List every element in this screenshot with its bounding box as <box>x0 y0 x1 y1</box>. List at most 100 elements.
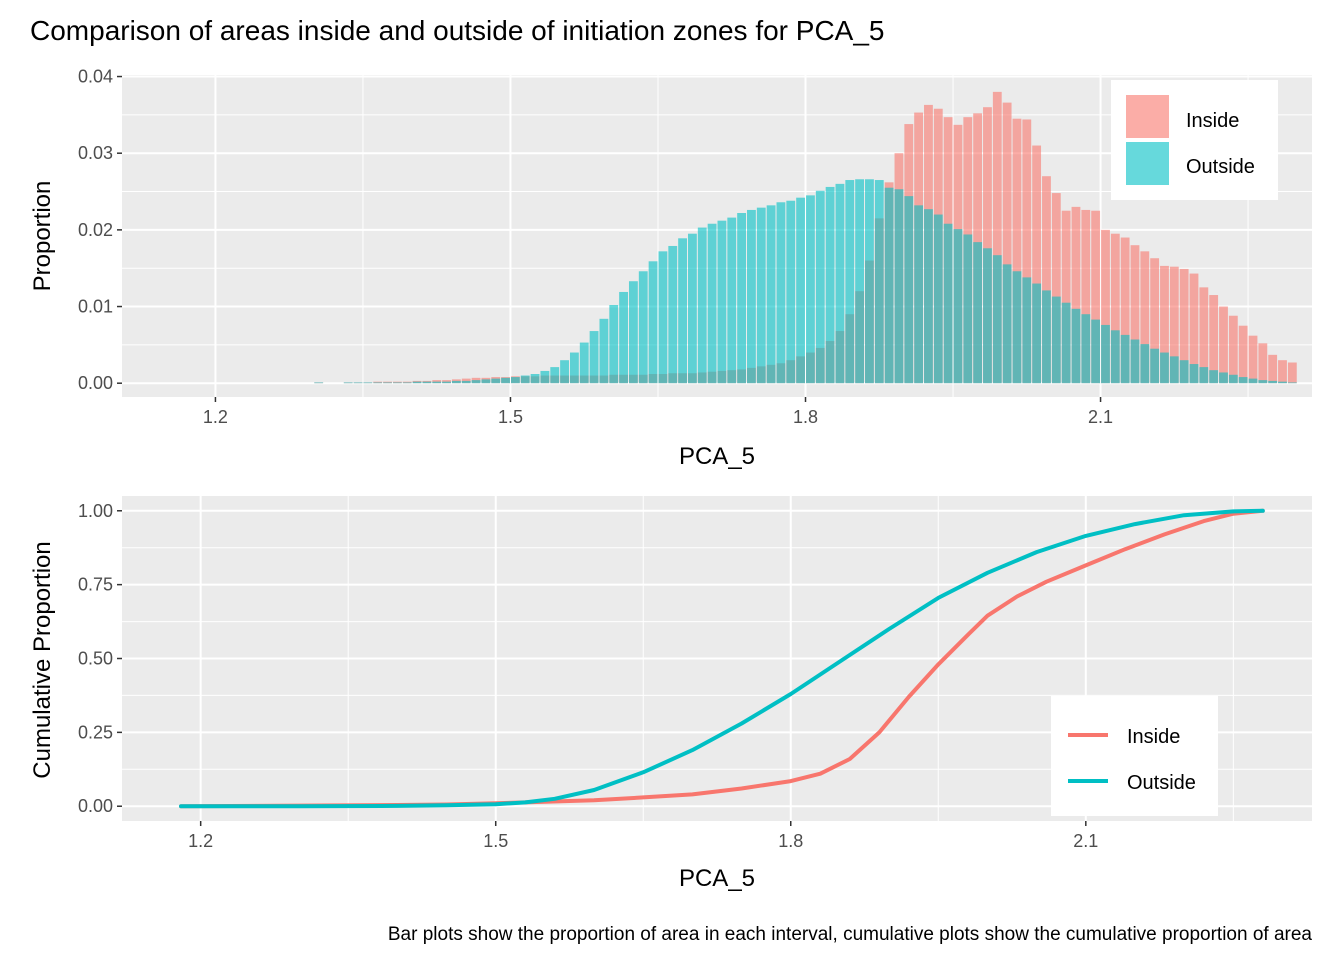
histogram-bar-outside <box>638 271 648 384</box>
histogram-legend: Inside Outside <box>1111 80 1278 200</box>
histogram-y-tick-label: 0.01 <box>78 297 113 317</box>
histogram-bar-outside <box>1051 296 1061 384</box>
cumulative-y-axis-title: Cumulative Proportion <box>29 541 56 778</box>
histogram-bar-outside <box>1169 356 1179 384</box>
histogram-bar-outside <box>1248 378 1258 384</box>
histogram-bar-outside <box>914 205 924 384</box>
histogram-bar-inside <box>1110 233 1120 384</box>
histogram-bar-outside <box>658 251 668 384</box>
cumulative-legend: Inside Outside <box>1051 696 1218 816</box>
histogram-bar-outside <box>1209 370 1219 384</box>
histogram-bar-outside <box>1179 360 1189 384</box>
histogram-bar-outside <box>501 377 510 384</box>
histogram-bar-outside <box>806 195 815 384</box>
histogram-bar-outside <box>1110 330 1120 384</box>
histogram-bar-inside <box>1278 360 1287 384</box>
histogram-bar-inside <box>1150 258 1160 384</box>
histogram-bar-outside <box>1022 277 1032 384</box>
histogram-y-tick-label: 0.00 <box>78 373 113 393</box>
histogram-bar-inside <box>1042 176 1051 384</box>
histogram-bar-outside <box>589 331 599 384</box>
histogram-bar-outside <box>1061 302 1071 384</box>
histogram-bar-outside <box>747 209 756 384</box>
histogram-bar-outside <box>471 380 481 384</box>
histogram-bar-outside <box>481 379 491 384</box>
cumulative-x-tick-label: 1.8 <box>778 831 803 851</box>
histogram-bar-outside <box>579 342 589 384</box>
histogram-bar-outside <box>953 229 963 384</box>
histogram-bar-outside <box>560 360 569 384</box>
histogram-bar-outside <box>1160 352 1169 384</box>
histogram-legend-label-outside: Outside <box>1186 156 1255 178</box>
histogram-bar-outside <box>845 180 855 384</box>
histogram-bar-outside <box>314 382 324 384</box>
histogram-bar-inside <box>1287 362 1297 384</box>
histogram-bar-outside <box>963 234 973 384</box>
histogram-bar-outside <box>884 187 894 384</box>
histogram-bar-inside <box>1169 266 1179 384</box>
figure-title: Comparison of areas inside and outside o… <box>30 15 885 46</box>
histogram-bar-outside <box>1130 339 1140 384</box>
histogram-x-tick-label: 2.1 <box>1088 407 1113 427</box>
histogram-x-tick-label: 1.8 <box>793 407 818 427</box>
histogram-bar-outside <box>776 202 786 384</box>
histogram-bar-inside <box>1032 145 1042 384</box>
histogram-bar-inside <box>1248 335 1258 384</box>
cumulative-line-outside <box>179 508 1265 809</box>
cumulative-y-tick-label: 0.25 <box>78 722 113 742</box>
histogram-bar-outside <box>874 180 884 384</box>
histogram-bar-outside <box>412 381 422 384</box>
histogram-bar-outside <box>392 382 402 384</box>
histogram-bar-outside <box>756 207 766 384</box>
histogram-bar-outside <box>865 179 874 384</box>
histogram-bar-outside <box>491 378 501 384</box>
histogram-bar-outside <box>1081 314 1091 384</box>
histogram-y-tick-label: 0.02 <box>78 220 113 240</box>
histogram-bar-outside <box>943 223 953 384</box>
histogram-bar-outside <box>678 238 687 384</box>
histogram-bar-outside <box>1032 283 1042 384</box>
histogram-bar-outside <box>1091 319 1101 384</box>
histogram-bar-outside <box>363 382 373 384</box>
histogram-bar-inside <box>983 107 992 384</box>
histogram-bar-inside <box>1091 210 1101 384</box>
histogram-bar-outside <box>1258 380 1268 384</box>
cumulative-x-tick-label: 1.5 <box>483 831 508 851</box>
histogram-bar-outside <box>1287 382 1297 384</box>
histogram-bar-outside <box>599 318 609 384</box>
histogram-bar-outside <box>343 382 353 384</box>
histogram-bar-outside <box>569 352 579 384</box>
histogram-bar-inside <box>992 91 1002 384</box>
cumulative-y-tick-label: 1.00 <box>78 501 113 521</box>
histogram-bar-inside <box>1219 306 1228 384</box>
histogram-bar-inside <box>1022 119 1032 384</box>
cumulative-legend-box <box>1051 696 1218 816</box>
histogram-bar-outside <box>687 233 697 384</box>
histogram-bar-outside <box>737 213 747 384</box>
histogram-bar-outside <box>1012 271 1022 384</box>
histogram-bar-inside <box>1140 251 1150 384</box>
histogram-bar-outside <box>1140 344 1150 384</box>
histogram-bars-outside <box>314 179 1297 384</box>
histogram-axes: 0.00 0.01 0.02 0.03 0.04 1.2 1.5 1.8 2.1 <box>78 67 1113 427</box>
histogram-bar-outside <box>786 200 796 384</box>
histogram-bar-outside <box>796 197 806 384</box>
histogram-bar-outside <box>1150 348 1160 384</box>
histogram-bar-outside <box>442 381 451 384</box>
histogram-bar-outside <box>668 245 678 384</box>
histogram-bar-inside <box>1130 245 1140 384</box>
histogram-bar-outside <box>530 374 540 384</box>
histogram-bar-outside <box>717 220 727 384</box>
histogram-bar-inside <box>1120 237 1130 384</box>
histogram-bar-inside <box>1199 287 1209 384</box>
histogram-x-tick-label: 1.5 <box>498 407 523 427</box>
histogram-bar-outside <box>835 183 845 384</box>
histogram-bar-inside <box>1071 206 1081 384</box>
histogram-bar-outside <box>815 190 825 384</box>
cumulative-x-tick-label: 2.1 <box>1073 831 1098 851</box>
histogram-bar-outside <box>1219 372 1228 384</box>
histogram-bar-outside <box>1189 364 1199 384</box>
histogram-y-tick-label: 0.04 <box>78 67 113 87</box>
histogram-bar-outside <box>1199 367 1209 384</box>
